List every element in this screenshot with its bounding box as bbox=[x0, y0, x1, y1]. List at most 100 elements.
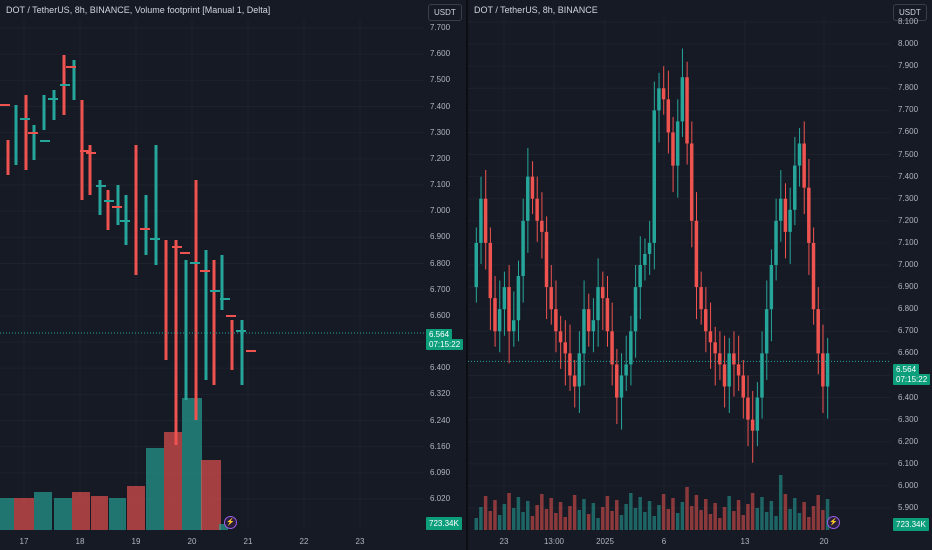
chart-title: DOT / TetherUS, 8h, BINANCE, Volume foot… bbox=[6, 5, 271, 15]
price-tick-label: 7.800 bbox=[898, 83, 919, 93]
candle-body bbox=[769, 265, 774, 310]
footprint-level bbox=[60, 84, 70, 86]
volume-bar bbox=[661, 494, 666, 530]
candlestick-chart-canvas[interactable] bbox=[468, 0, 932, 550]
price-tick-label: 6.320 bbox=[430, 389, 451, 399]
flash-icon[interactable]: ⚡ bbox=[224, 516, 237, 529]
volume-bar bbox=[521, 512, 525, 530]
price-tick-label: 7.500 bbox=[898, 149, 919, 159]
footprint-chart-canvas[interactable] bbox=[0, 0, 466, 550]
flash-icon[interactable]: ⚡ bbox=[827, 516, 840, 529]
volume-bar bbox=[755, 508, 760, 530]
footprint-level bbox=[104, 200, 114, 202]
candle-body bbox=[661, 88, 666, 100]
volume-bar bbox=[488, 511, 493, 530]
time-tick-label: 20 bbox=[819, 537, 829, 546]
footprint-level bbox=[112, 206, 122, 208]
candle-body bbox=[502, 287, 507, 310]
candle-body bbox=[488, 242, 493, 299]
volume-bar bbox=[516, 497, 521, 530]
volume-bar bbox=[549, 498, 553, 530]
currency-button[interactable]: USDT bbox=[893, 4, 927, 21]
candle-body bbox=[629, 331, 633, 365]
candle-body bbox=[811, 242, 816, 310]
price-tick-label: 7.000 bbox=[430, 206, 451, 216]
candle-body bbox=[704, 309, 708, 332]
candle-body bbox=[582, 309, 586, 354]
time-tick-label: 18 bbox=[75, 537, 85, 546]
volume-bar bbox=[474, 518, 478, 530]
candle-body bbox=[750, 419, 755, 431]
price-tick-label: 7.500 bbox=[430, 75, 451, 85]
candle-body bbox=[615, 364, 619, 398]
price-tick-label: 7.900 bbox=[898, 61, 919, 71]
price-tick-label: 7.200 bbox=[898, 215, 919, 225]
footprint-level bbox=[246, 350, 256, 352]
volume-bar bbox=[736, 500, 741, 530]
footprint-chart-pane[interactable]: DOT / TetherUS, 8h, BINANCE, Volume foot… bbox=[0, 0, 466, 550]
candle-body bbox=[694, 220, 699, 288]
footprint-level bbox=[40, 140, 50, 142]
footprint-level bbox=[210, 290, 220, 292]
volume-bar bbox=[760, 497, 764, 530]
candlestick-chart-pane[interactable]: DOT / TetherUS, 8h, BINANCE USDT 8.100 8.… bbox=[468, 0, 932, 550]
candle-body bbox=[479, 198, 483, 243]
volume-bar bbox=[802, 502, 806, 530]
candle-body bbox=[577, 353, 582, 387]
volume-bar bbox=[643, 512, 647, 530]
volume-bar bbox=[778, 475, 783, 530]
volume-bar bbox=[694, 495, 699, 530]
price-tick-label: 7.700 bbox=[898, 105, 919, 115]
price-tick-label: 6.160 bbox=[430, 441, 451, 451]
footprint-level bbox=[200, 270, 210, 272]
price-tick-label: 5.900 bbox=[898, 503, 919, 512]
price-tick-label: 7.200 bbox=[430, 153, 451, 163]
volume-bar bbox=[675, 513, 680, 530]
volume-bar bbox=[582, 499, 586, 530]
candle-body bbox=[666, 99, 671, 133]
footprint-level bbox=[172, 246, 182, 248]
volume-bar bbox=[689, 506, 694, 530]
candle-body bbox=[633, 287, 638, 332]
volume-bar bbox=[54, 498, 72, 530]
price-tick-label: 6.700 bbox=[898, 326, 919, 336]
footprint-level bbox=[96, 185, 106, 187]
footprint-level bbox=[66, 66, 76, 68]
candle-body bbox=[797, 143, 802, 166]
volume-bar bbox=[807, 517, 811, 530]
price-tick-label: 6.400 bbox=[898, 392, 919, 402]
footprint-level bbox=[28, 132, 38, 134]
volume-bar bbox=[14, 498, 34, 530]
price-tick-label: 7.700 bbox=[430, 23, 451, 32]
volume-bar bbox=[816, 495, 820, 530]
volume-bar bbox=[72, 492, 90, 530]
candle-body bbox=[722, 364, 727, 387]
volume-bar bbox=[591, 503, 596, 530]
price-tick-label: 6.020 bbox=[430, 494, 451, 503]
volume-bar bbox=[671, 498, 675, 530]
volume-bar bbox=[563, 517, 567, 530]
footprint-level bbox=[180, 252, 190, 254]
time-tick-label: 21 bbox=[243, 537, 253, 546]
candle-body bbox=[526, 176, 530, 221]
price-tick-label: 6.000 bbox=[898, 480, 919, 490]
currency-button[interactable]: USDT bbox=[428, 4, 462, 21]
volume-bar bbox=[502, 504, 507, 530]
pane-divider[interactable] bbox=[466, 0, 468, 550]
bar-countdown-label: 07:15:22 bbox=[893, 374, 931, 385]
candle-body bbox=[793, 165, 797, 210]
volume-bar bbox=[657, 505, 661, 530]
candle-body bbox=[680, 77, 685, 122]
volume-bar bbox=[629, 493, 633, 530]
price-tick-label: 6.800 bbox=[898, 304, 919, 314]
volume-bar bbox=[610, 511, 614, 530]
volume-bar bbox=[526, 501, 530, 530]
volume-bar bbox=[769, 501, 774, 530]
volume-bar bbox=[572, 495, 577, 530]
footprint-level bbox=[190, 262, 200, 264]
volume-bar bbox=[615, 500, 619, 530]
price-tick-label: 6.600 bbox=[430, 310, 451, 320]
bar-countdown-label: 07:15:22 bbox=[426, 339, 464, 350]
candle-body bbox=[732, 353, 736, 365]
candle-body bbox=[643, 253, 647, 265]
